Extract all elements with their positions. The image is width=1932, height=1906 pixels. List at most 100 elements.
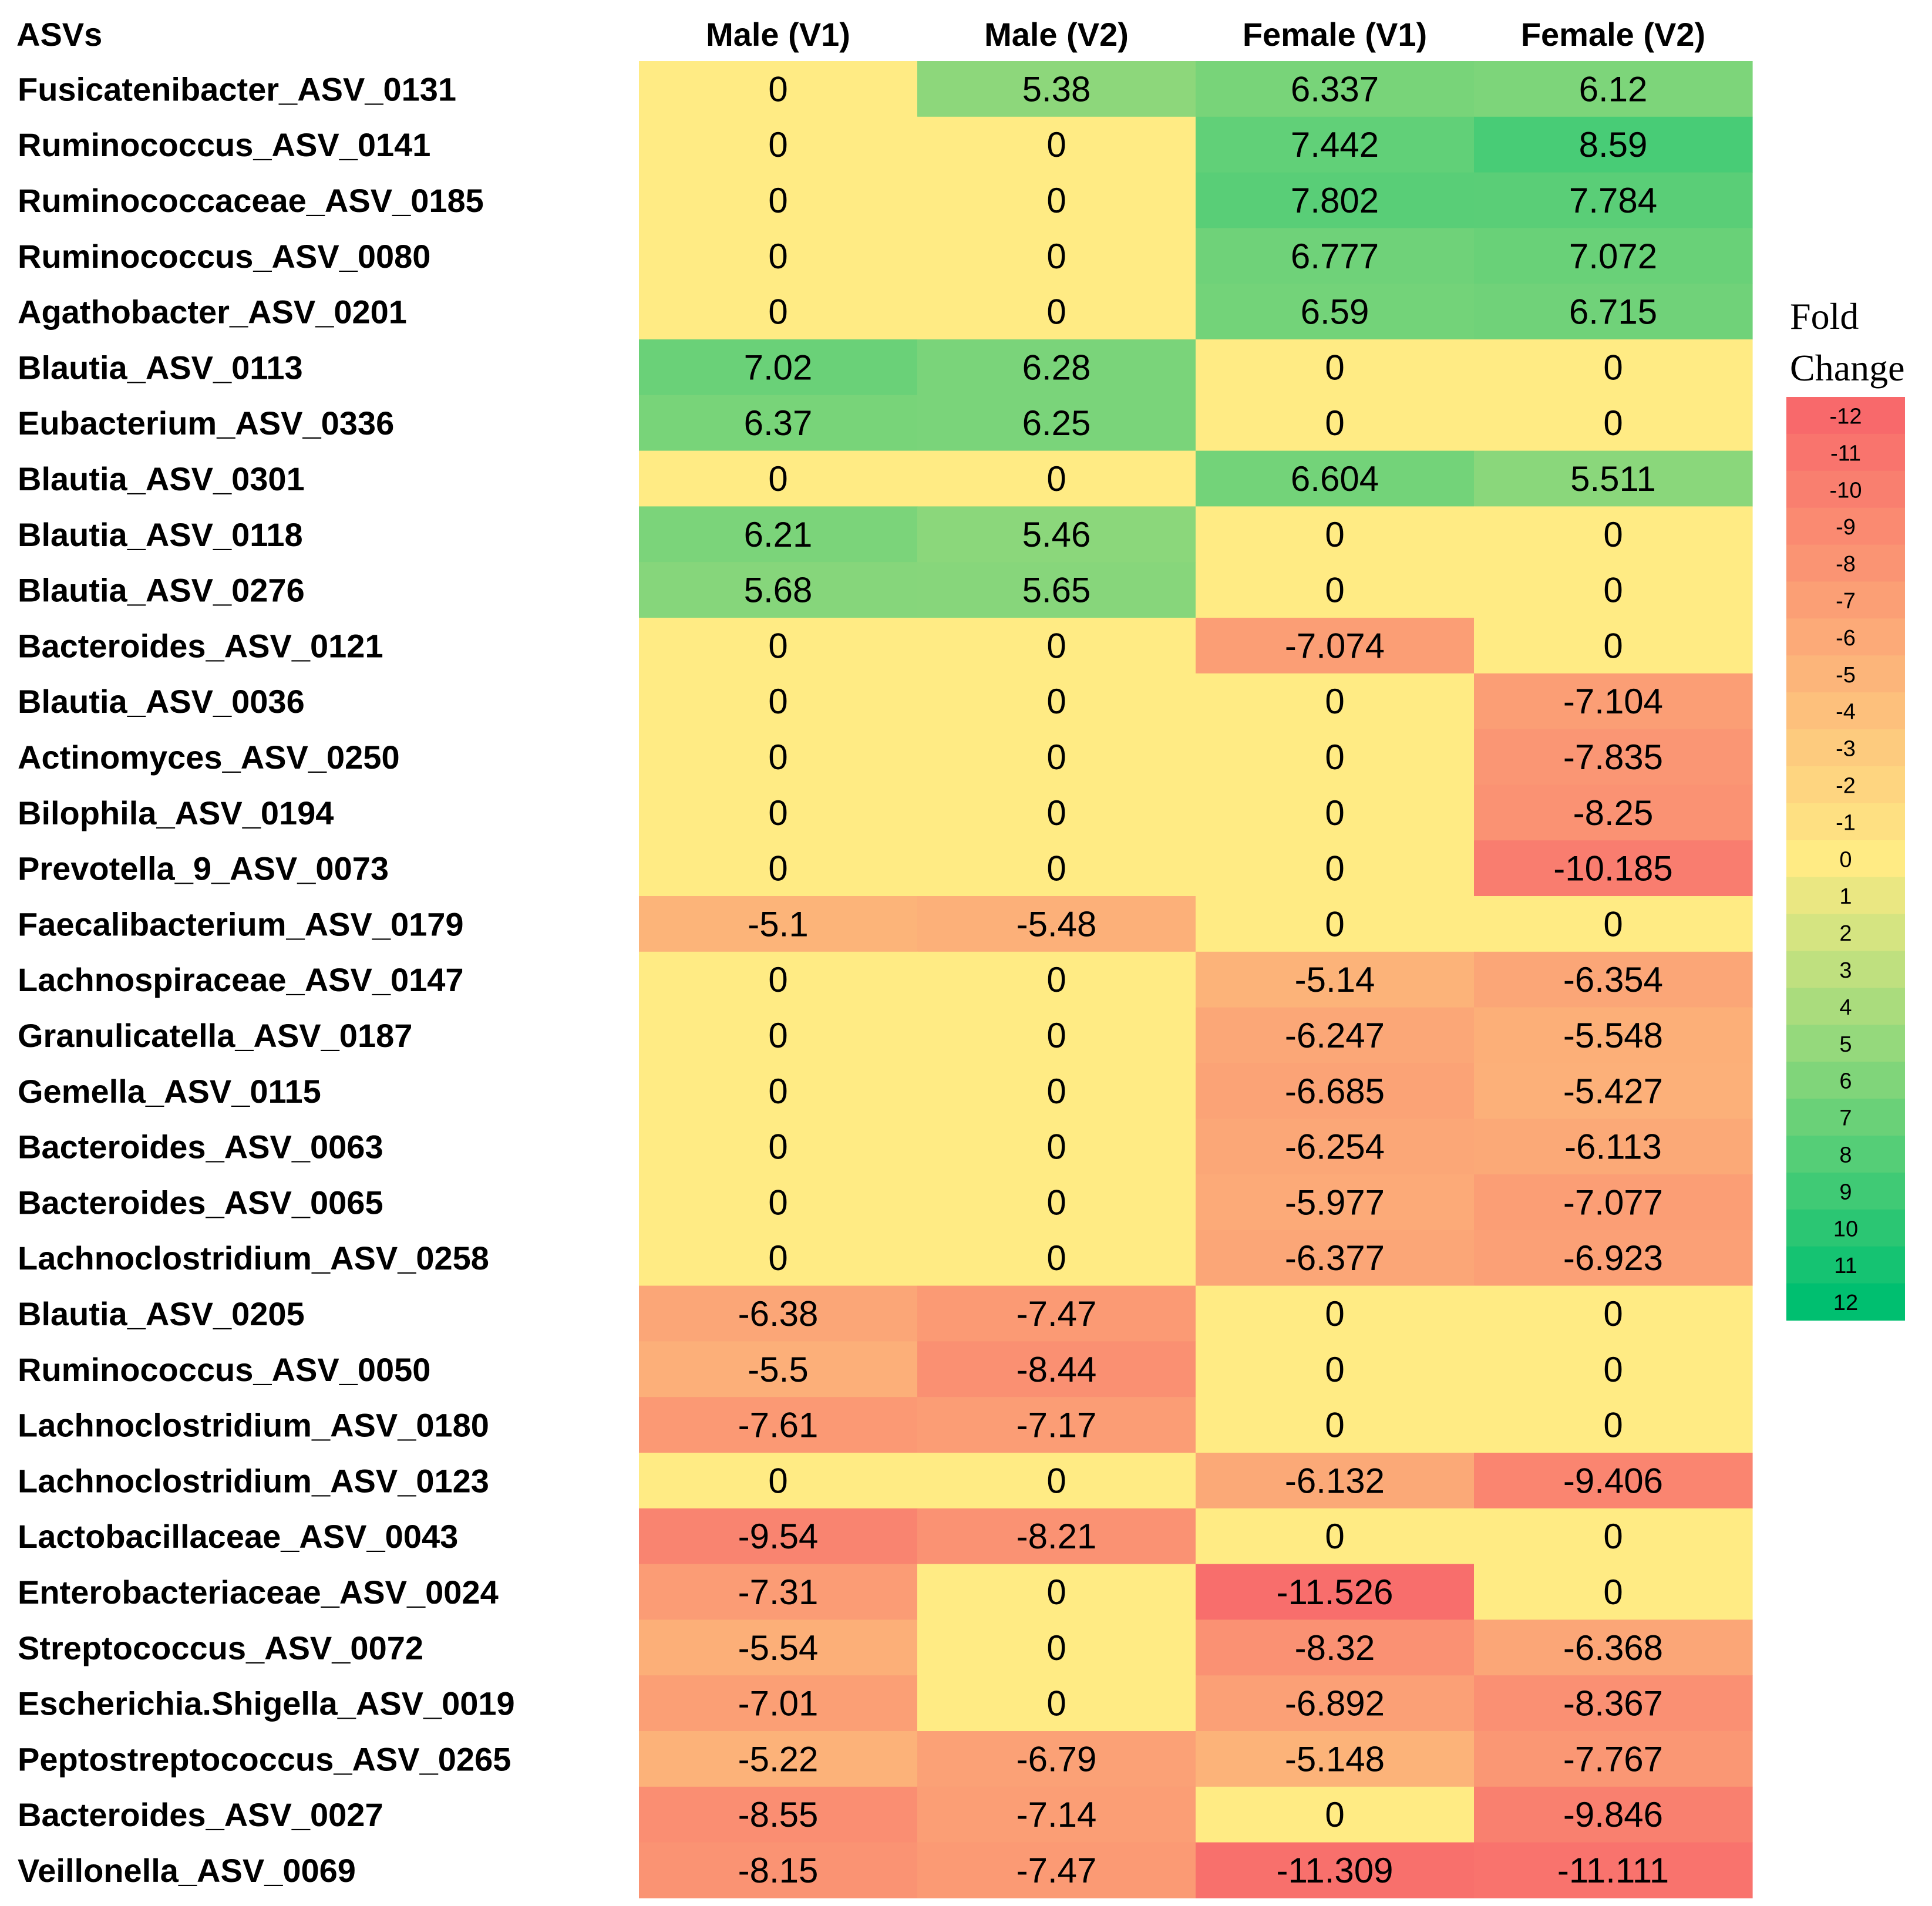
heatmap-cell	[639, 395, 918, 452]
cell-value: 6.59	[1301, 292, 1369, 332]
heatmap-cell	[639, 1786, 918, 1843]
cell-value: 0	[1325, 738, 1344, 777]
heatmap-cell	[639, 1842, 918, 1898]
heatmap-cell	[1474, 1453, 1753, 1509]
heatmap-cell	[917, 896, 1196, 952]
heatmap-cell	[917, 395, 1196, 452]
heatmap-cell	[1196, 1842, 1475, 1898]
cell-value: -6.247	[1285, 1016, 1385, 1055]
asv-label: Prevotella_9_ASV_0073	[18, 850, 389, 887]
asv-label: Lachnoclostridium_ASV_0258	[18, 1240, 489, 1277]
cell-value: 0	[1603, 1350, 1623, 1389]
cell-value: 0	[1046, 960, 1066, 999]
cell-value: 5.68	[744, 571, 813, 610]
heatmap-cell	[917, 618, 1196, 674]
cell-value: 0	[768, 738, 787, 777]
cell-value: -9.846	[1563, 1795, 1663, 1834]
heatmap-cell	[1474, 951, 1753, 1008]
cell-value: -8.15	[738, 1851, 819, 1890]
cell-value: 0	[1046, 738, 1066, 777]
cell-value: 0	[1046, 626, 1066, 665]
cell-value: 0	[1325, 793, 1344, 833]
cell-value: 0	[1603, 515, 1623, 554]
heatmap-cell	[917, 1063, 1196, 1119]
cell-value: 7.02	[744, 348, 813, 387]
heatmap-cell	[1474, 562, 1753, 618]
legend-swatch	[1786, 655, 1905, 693]
heatmap-cell	[639, 618, 918, 674]
asv-label: Ruminococcus_ASV_0141	[18, 126, 430, 163]
cell-value: 0	[1046, 459, 1066, 499]
cell-value: -7.767	[1563, 1739, 1663, 1779]
column-headers: ASVs Male (V1) Male (V2) Female (V1) Female…	[16, 16, 1705, 53]
legend-tick-label: -1	[1836, 810, 1856, 835]
asv-label: Bacteroides_ASV_0065	[18, 1184, 383, 1221]
cell-value: 6.777	[1291, 237, 1379, 276]
asv-label: Bacteroides_ASV_0063	[18, 1129, 383, 1166]
heatmap-cell	[1196, 1675, 1475, 1732]
cell-value: 0	[768, 1016, 787, 1055]
legend-swatch	[1786, 840, 1905, 878]
heatmap-cell	[917, 116, 1196, 173]
cell-value: -5.977	[1285, 1183, 1385, 1222]
legend-tick-label: 10	[1833, 1217, 1858, 1241]
cell-value: 0	[768, 459, 787, 499]
legend-swatch	[1786, 618, 1905, 656]
asv-label: Blautia_ASV_0301	[18, 460, 305, 497]
legend-title-line1: Fold	[1790, 295, 1859, 337]
legend-swatch	[1786, 729, 1905, 767]
asv-label: Bacteroides_ASV_0121	[18, 627, 383, 664]
corner-label: ASVs	[16, 16, 102, 53]
cell-value: -5.148	[1285, 1739, 1385, 1779]
cell-value: 0	[1603, 348, 1623, 387]
cell-value: -7.31	[738, 1572, 819, 1612]
heatmap-cell	[1474, 618, 1753, 674]
asv-label: Agathobacter_ASV_0201	[18, 294, 407, 331]
legend-tick-label: 2	[1839, 921, 1852, 946]
heatmap-cell	[1474, 1564, 1753, 1620]
heatmap-cell	[1474, 784, 1753, 841]
heatmap-cell	[1196, 1619, 1475, 1676]
heatmap-cell	[1474, 450, 1753, 507]
cell-value: -6.113	[1564, 1127, 1662, 1167]
heatmap-cell	[917, 562, 1196, 618]
cell-value: 0	[1046, 125, 1066, 164]
heatmap-cell	[1196, 1341, 1475, 1397]
heatmap-cell	[917, 1285, 1196, 1342]
cell-value: 0	[768, 1238, 787, 1278]
asv-label: Enterobacteriaceae_ASV_0024	[18, 1574, 499, 1611]
heatmap-cell	[639, 506, 918, 563]
legend-tick-label: -11	[1830, 441, 1861, 466]
asv-label: Blautia_ASV_0113	[18, 349, 303, 386]
cell-value: -11.526	[1276, 1572, 1393, 1612]
legend-swatch	[1786, 1136, 1905, 1173]
heatmap-cell	[1474, 1786, 1753, 1843]
cell-value: 0	[768, 793, 787, 833]
heatmap-cell	[917, 1453, 1196, 1509]
heatmap-cell	[639, 1675, 918, 1732]
heatmap-cell	[1196, 840, 1475, 897]
heatmap-cell	[917, 840, 1196, 897]
cell-value: -8.44	[1017, 1350, 1097, 1389]
cell-value: 0	[1603, 626, 1623, 665]
heatmap-cell	[639, 1230, 918, 1287]
cell-value: -6.923	[1563, 1238, 1663, 1278]
cell-value: 0	[1325, 515, 1344, 554]
cell-value: 0	[768, 1072, 787, 1111]
heatmap-cell	[917, 1230, 1196, 1287]
asv-label: Ruminococcus_ASV_0050	[18, 1351, 430, 1388]
heatmap-cells	[639, 61, 1753, 1898]
cell-value: 0	[768, 682, 787, 721]
heatmap-cell	[639, 1341, 918, 1397]
cell-value: 0	[768, 1183, 787, 1222]
cell-value: -5.22	[738, 1739, 819, 1779]
heatmap-cell	[1196, 1230, 1475, 1287]
legend-title-line2: Change	[1790, 347, 1905, 389]
cell-value: 0	[1603, 1406, 1623, 1445]
legend-tick-label: -3	[1836, 737, 1856, 762]
heatmap-cell	[1474, 673, 1753, 730]
cell-value: 0	[1325, 1517, 1344, 1556]
heatmap-cell	[917, 1119, 1196, 1175]
cell-value: 0	[768, 237, 787, 276]
heatmap-cell	[1474, 1119, 1753, 1175]
